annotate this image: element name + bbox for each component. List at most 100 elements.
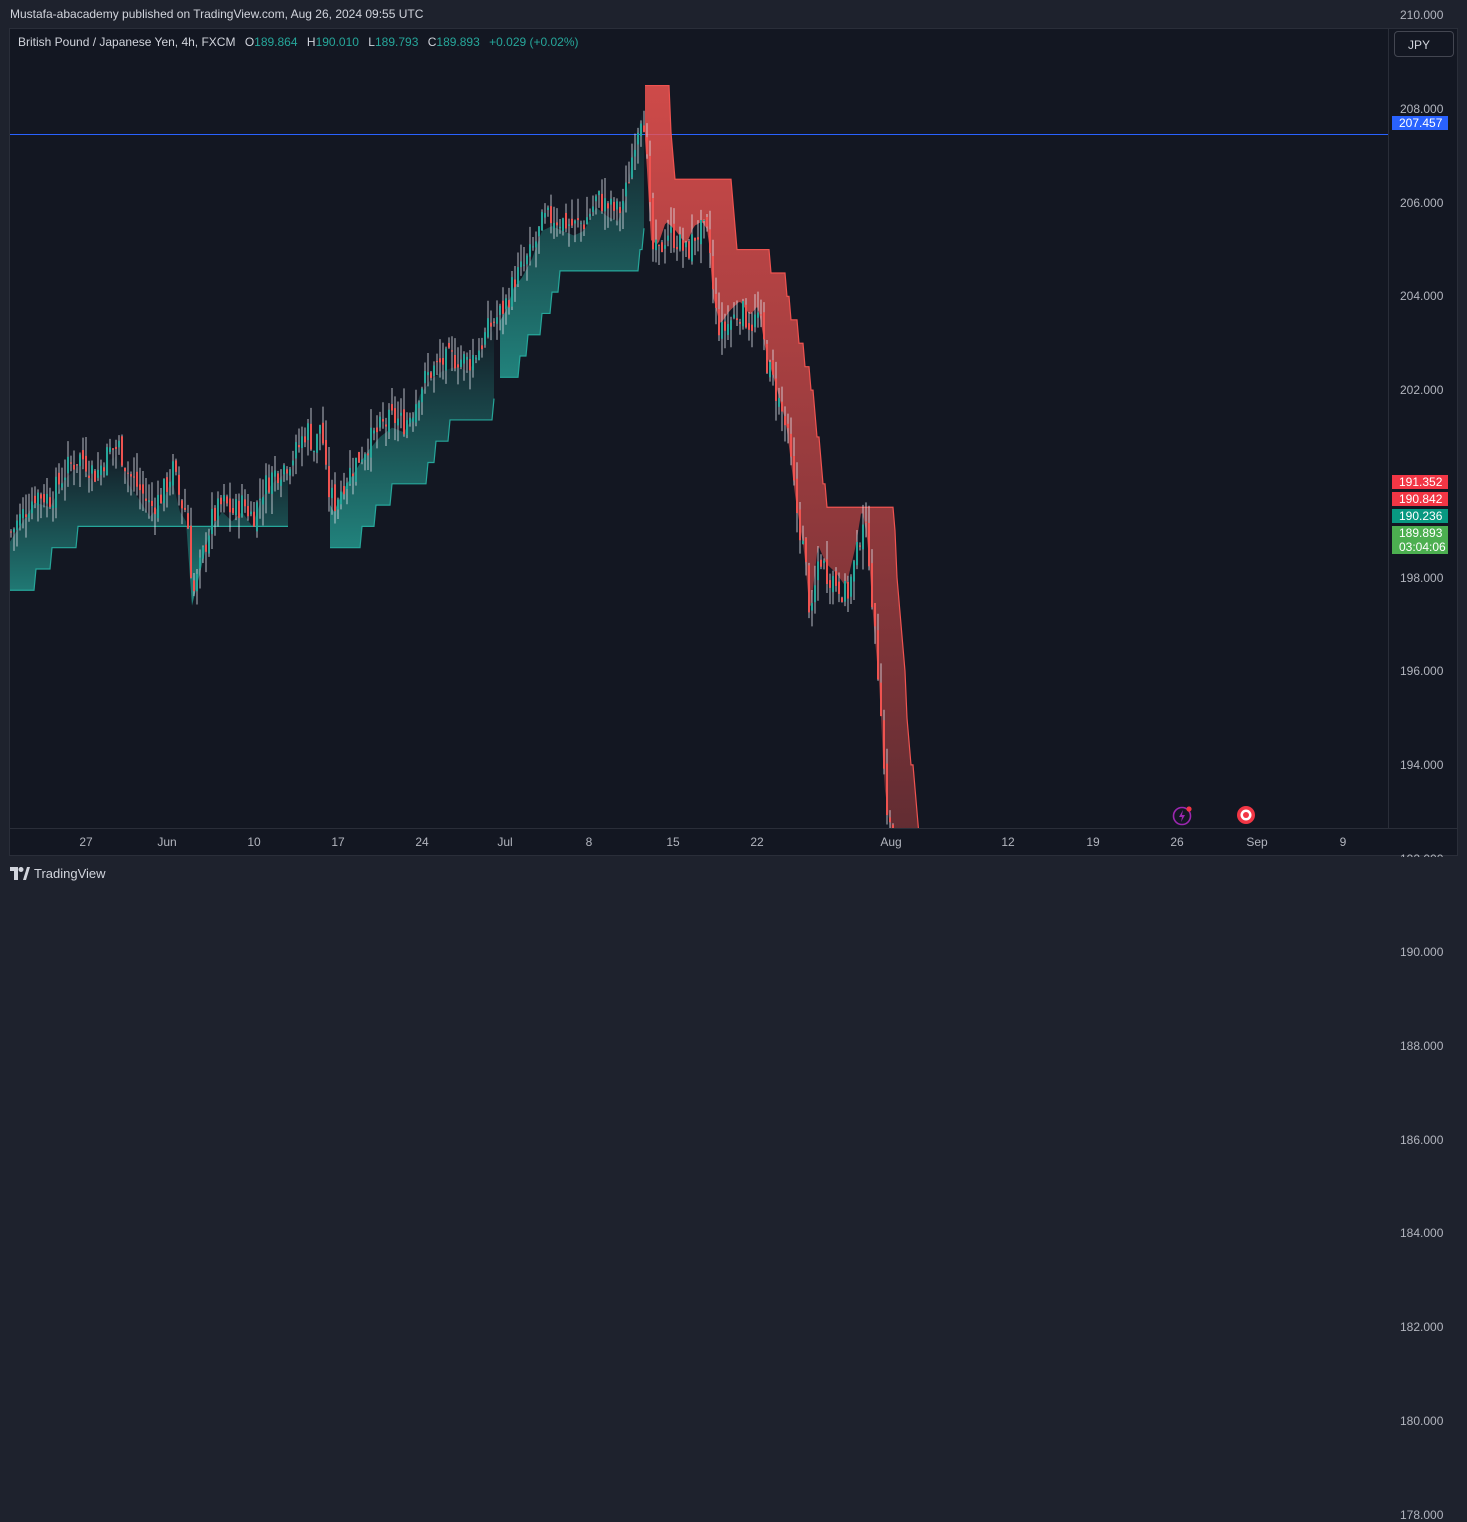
candle-bear xyxy=(787,423,789,429)
currency-button[interactable]: JPY xyxy=(1394,31,1454,57)
candle-bull xyxy=(520,261,522,268)
time-tick: 12 xyxy=(1001,835,1015,849)
candle-bull xyxy=(544,212,546,218)
candle-bull xyxy=(172,461,174,486)
candle-bear xyxy=(880,682,882,717)
lightning-icon[interactable] xyxy=(1172,805,1194,832)
candle-bear xyxy=(775,378,777,401)
candle-bull xyxy=(700,220,702,245)
price-label-teal: 190.236 xyxy=(1392,509,1448,523)
candle-bear xyxy=(493,321,495,323)
high-label: H xyxy=(306,35,316,49)
candle-bear xyxy=(697,237,699,240)
candle-bear xyxy=(139,484,141,491)
candle-bull xyxy=(811,603,813,611)
candle-bear xyxy=(214,507,216,521)
candle-bear xyxy=(838,581,840,594)
candle-bear xyxy=(688,241,690,259)
candle-bull xyxy=(484,332,486,345)
candle-bear xyxy=(136,471,138,487)
candle-bull xyxy=(538,226,540,237)
candle-bull xyxy=(616,201,618,210)
plot-area xyxy=(10,84,1388,828)
candle-bear xyxy=(658,245,660,247)
candle-bear xyxy=(877,630,879,680)
price-tick: 194.000 xyxy=(1400,757,1444,772)
candle-bear xyxy=(643,125,645,132)
candle-bear xyxy=(649,155,651,203)
candle-bull xyxy=(409,417,411,424)
candle-bear xyxy=(70,462,72,464)
candle-bull xyxy=(472,354,474,371)
symbol-legend: British Pound / Japanese Yen, 4h, FXCM O… xyxy=(18,35,579,49)
supertrend-bull-line xyxy=(330,398,495,549)
candle-bear xyxy=(451,350,453,352)
symbol-name[interactable]: British Pound / Japanese Yen, 4h, FXCM xyxy=(18,35,236,49)
candle-bear xyxy=(367,453,369,456)
candle-bear xyxy=(358,452,360,463)
supertrend-bull-band xyxy=(330,329,494,548)
candle-bear xyxy=(226,496,228,504)
candle-bear xyxy=(73,464,75,470)
candle-bear xyxy=(820,559,822,567)
candle-bull xyxy=(100,465,102,476)
candle-bear xyxy=(676,246,678,250)
chart-canvas[interactable] xyxy=(0,0,1467,891)
candle-bull xyxy=(361,459,363,462)
candle-bear xyxy=(550,206,552,224)
candle-bull xyxy=(496,317,498,324)
candle-bull xyxy=(742,301,744,327)
candle-bull xyxy=(355,457,357,482)
candle-bull xyxy=(61,483,63,488)
candle-bear xyxy=(886,763,888,816)
price-label-last: 189.893 xyxy=(1392,526,1448,540)
publisher-caption: Mustafa-abacademy published on TradingVi… xyxy=(10,7,424,21)
candle-bear xyxy=(82,450,84,460)
candle-bear xyxy=(160,494,162,504)
candle-bull xyxy=(295,442,297,459)
candle-bear xyxy=(382,419,384,422)
candle-bear xyxy=(502,300,504,314)
candle-bull xyxy=(412,417,414,422)
candle-bull xyxy=(157,494,159,519)
candle-bear xyxy=(751,324,753,332)
price-tick: 184.000 xyxy=(1400,1226,1444,1241)
candle-bull xyxy=(733,314,735,318)
record-icon[interactable] xyxy=(1236,805,1256,830)
candle-bull xyxy=(79,454,81,467)
candle-bear xyxy=(772,360,774,375)
candle-bear xyxy=(565,212,567,229)
candle-bull xyxy=(634,149,636,157)
candle-bear xyxy=(178,474,180,495)
candle-bull xyxy=(280,479,282,486)
candle-bear xyxy=(88,475,90,478)
candle-bull xyxy=(424,371,426,384)
candle-bear xyxy=(829,580,831,588)
candle-bear xyxy=(151,500,153,506)
candle-bear xyxy=(220,497,222,505)
tradingview-logo[interactable]: TradingView xyxy=(10,866,106,881)
chart-frame[interactable] xyxy=(9,28,1458,856)
candle-bear xyxy=(715,293,717,308)
candle-bull xyxy=(769,362,771,378)
candle-bull xyxy=(478,350,480,361)
candle-bear xyxy=(619,206,621,214)
time-tick: Aug xyxy=(880,835,902,849)
candle-bull xyxy=(274,470,276,477)
candle-bull xyxy=(721,321,723,339)
candle-bull xyxy=(271,472,273,494)
candle-bear xyxy=(628,182,630,184)
candle-bear xyxy=(133,476,135,478)
candle-bull xyxy=(301,436,303,449)
candle-bull xyxy=(337,499,339,510)
price-axis-divider xyxy=(1388,28,1389,828)
candle-bear xyxy=(889,817,891,823)
candle-bear xyxy=(394,408,396,423)
candle-bear xyxy=(724,321,726,331)
candle-bear xyxy=(430,372,432,378)
candle-bear xyxy=(322,422,324,444)
candle-bear xyxy=(709,229,711,253)
candle-bull xyxy=(202,547,204,559)
candle-bull xyxy=(547,207,549,210)
candle-bull xyxy=(487,318,489,338)
